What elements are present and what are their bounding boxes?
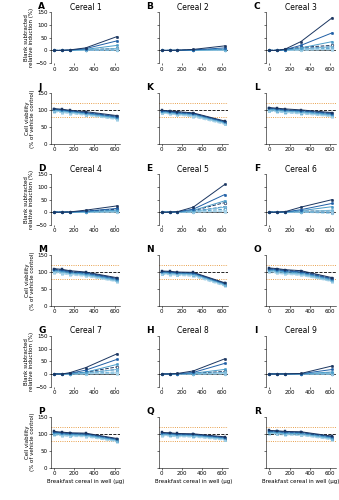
Text: B: B [146,2,153,12]
Title: Cereal 2: Cereal 2 [177,2,209,12]
Text: J: J [38,84,42,92]
Text: F: F [254,164,260,173]
Title: Cereal 3: Cereal 3 [285,2,317,12]
Text: P: P [38,407,45,416]
Title: Cereal 7: Cereal 7 [69,326,101,336]
Y-axis label: Blank subtracted
relative induction (%): Blank subtracted relative induction (%) [24,332,34,391]
Text: N: N [146,245,154,254]
Y-axis label: Cell viability
(% of vehicle control): Cell viability (% of vehicle control) [25,251,36,310]
Y-axis label: Blank subtracted
relative induction (%): Blank subtracted relative induction (%) [24,170,34,229]
Title: Cereal 8: Cereal 8 [177,326,209,336]
Title: Cereal 5: Cereal 5 [177,164,209,173]
Title: Cereal 6: Cereal 6 [285,164,317,173]
Title: Cereal 9: Cereal 9 [285,326,317,336]
Text: R: R [254,407,261,416]
Text: K: K [146,84,153,92]
X-axis label: Breakfast cereal in well (µg): Breakfast cereal in well (µg) [262,478,339,484]
Text: D: D [38,164,46,173]
Text: G: G [38,326,46,335]
Y-axis label: Blank subtracted
relative induction (%): Blank subtracted relative induction (%) [24,8,34,68]
Text: C: C [254,2,260,12]
Title: Cereal 1: Cereal 1 [70,2,101,12]
Y-axis label: Cell viability
(% of vehicle control): Cell viability (% of vehicle control) [25,413,36,472]
Text: M: M [38,245,47,254]
Text: A: A [38,2,45,12]
Y-axis label: Cell viability
(% of vehicle control): Cell viability (% of vehicle control) [25,90,36,148]
Text: I: I [254,326,257,335]
Text: L: L [254,84,259,92]
Text: H: H [146,326,154,335]
Text: Q: Q [146,407,154,416]
X-axis label: Breakfast cereal in well (µg): Breakfast cereal in well (µg) [155,478,232,484]
Title: Cereal 4: Cereal 4 [69,164,101,173]
X-axis label: Breakfast cereal in well (µg): Breakfast cereal in well (µg) [47,478,124,484]
Text: O: O [254,245,261,254]
Text: E: E [146,164,152,173]
